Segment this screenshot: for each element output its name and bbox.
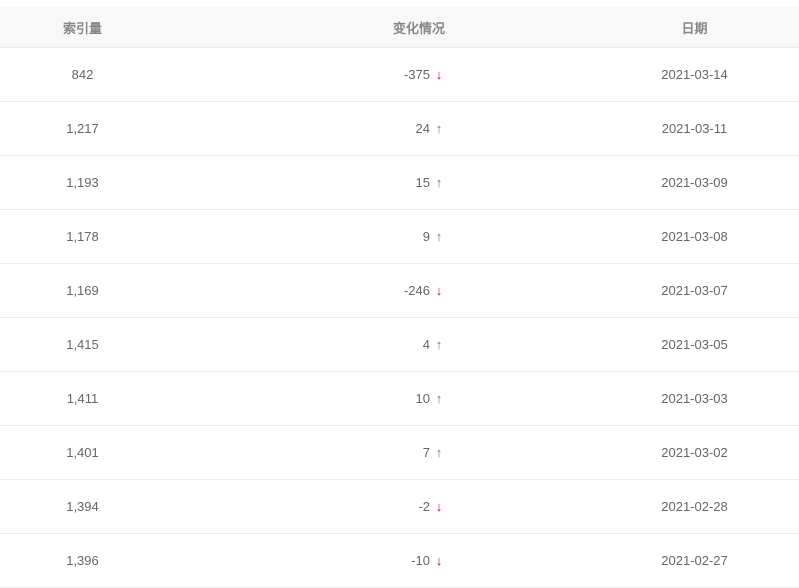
index-count: 1,217 [66, 121, 99, 136]
arrow-down-icon: ↓ [435, 499, 443, 514]
table-row: 842 -375 ↓ 2021-03-14 [0, 48, 799, 102]
table-row: 1,178 9 ↑ 2021-03-08 [0, 210, 799, 264]
change-value: 9 [422, 229, 430, 244]
change-value: -2 [418, 499, 430, 514]
change-cell: -246 ↓ [165, 283, 445, 298]
change-value: 24 [415, 121, 430, 136]
index-table: 索引量 变化情况 日期 842 -375 ↓ 2021-03-14 1,217 24 ↑ 20… [0, 7, 799, 588]
index-count: 1,396 [66, 553, 99, 568]
index-count: 1,411 [66, 391, 99, 406]
date-cell: 2021-03-11 [661, 121, 728, 136]
date-cell: 2021-03-09 [661, 175, 728, 190]
change-value: 15 [415, 175, 430, 190]
index-count: 1,193 [66, 175, 99, 190]
arrow-up-icon: ↑ [435, 229, 443, 244]
header-change: 变化情况 [392, 20, 445, 36]
arrow-down-icon: ↓ [435, 283, 443, 298]
date-cell: 2021-03-08 [661, 229, 728, 244]
table-row: 1,401 7 ↑ 2021-03-02 [0, 426, 799, 480]
change-value: -375 [403, 67, 430, 82]
change-cell: -10 ↓ [165, 553, 445, 568]
index-count: 1,401 [66, 445, 99, 460]
arrow-up-icon: ↑ [435, 445, 443, 460]
change-cell: 9 ↑ [165, 229, 445, 244]
date-cell: 2021-03-07 [661, 283, 728, 298]
index-count: 1,169 [66, 283, 99, 298]
table-row: 1,169 -246 ↓ 2021-03-07 [0, 264, 799, 318]
index-count: 1,178 [66, 229, 99, 244]
table-row: 1,394 -2 ↓ 2021-02-28 [0, 480, 799, 534]
change-cell: 7 ↑ [165, 445, 445, 460]
arrow-up-icon: ↑ [435, 337, 443, 352]
arrow-up-icon: ↑ [435, 175, 443, 190]
arrow-up-icon: ↑ [435, 121, 443, 136]
date-cell: 2021-03-02 [661, 445, 728, 460]
arrow-down-icon: ↓ [435, 67, 443, 82]
index-count: 842 [71, 67, 94, 82]
arrow-up-icon: ↑ [435, 391, 443, 406]
table-row: 1,396 -10 ↓ 2021-02-27 [0, 534, 799, 588]
table-row: 1,411 10 ↑ 2021-03-03 [0, 372, 799, 426]
index-count: 1,394 [66, 499, 99, 514]
date-cell: 2021-03-03 [661, 391, 728, 406]
change-value: 7 [422, 445, 430, 460]
change-cell: 15 ↑ [165, 175, 445, 190]
change-cell: 10 ↑ [165, 391, 445, 406]
table-row: 1,217 24 ↑ 2021-03-11 [0, 102, 799, 156]
change-cell: 4 ↑ [165, 337, 445, 352]
change-cell: -375 ↓ [165, 67, 445, 82]
change-value: -246 [403, 283, 430, 298]
header-date: 日期 [681, 20, 708, 36]
table-row: 1,415 4 ↑ 2021-03-05 [0, 318, 799, 372]
date-cell: 2021-02-28 [661, 499, 728, 514]
change-cell: 24 ↑ [165, 121, 445, 136]
change-value: 4 [422, 337, 430, 352]
date-cell: 2021-02-27 [661, 553, 728, 568]
date-cell: 2021-03-05 [661, 337, 728, 352]
arrow-down-icon: ↓ [435, 553, 443, 568]
header-count: 索引量 [62, 20, 102, 36]
table-row: 1,193 15 ↑ 2021-03-09 [0, 156, 799, 210]
index-count: 1,415 [66, 337, 99, 352]
change-cell: -2 ↓ [165, 499, 445, 514]
change-value: -10 [411, 553, 430, 568]
table-body: 842 -375 ↓ 2021-03-14 1,217 24 ↑ 2021-03-11 1,19… [0, 48, 799, 588]
change-value: 10 [415, 391, 430, 406]
date-cell: 2021-03-14 [661, 67, 728, 82]
table-header: 索引量 变化情况 日期 [0, 7, 799, 48]
